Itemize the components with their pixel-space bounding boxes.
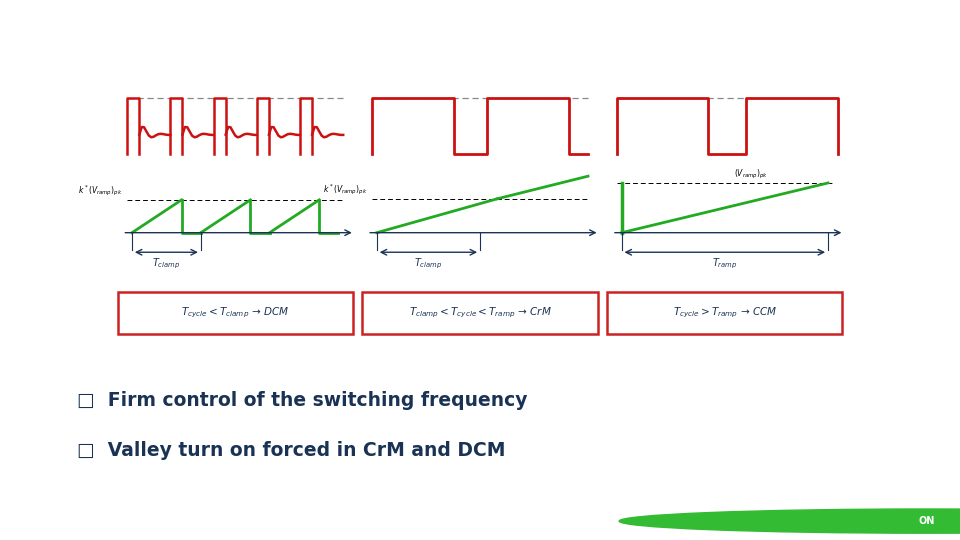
- Text: $T_{clamp}<T_{cycle}<T_{ramp}$ → CrM: $T_{clamp}<T_{cycle}<T_{ramp}$ → CrM: [409, 306, 551, 320]
- FancyBboxPatch shape: [362, 293, 597, 334]
- Text: $T_{ramp}$: $T_{ramp}$: [712, 256, 737, 271]
- Text: $T_{clamp}$: $T_{clamp}$: [153, 256, 180, 271]
- Text: 32: 32: [29, 514, 46, 528]
- Circle shape: [619, 509, 960, 533]
- Text: $(V_{ramp})_{pk}$: $(V_{ramp})_{pk}$: [734, 168, 769, 181]
- Text: ON: ON: [918, 516, 935, 526]
- Text: □  Firm control of the switching frequency: □ Firm control of the switching frequenc…: [77, 390, 527, 409]
- Text: $T_{cycle}<T_{clamp}$ → DCM: $T_{cycle}<T_{clamp}$ → DCM: [181, 306, 289, 320]
- Text: □  Valley turn on forced in CrM and DCM: □ Valley turn on forced in CrM and DCM: [77, 441, 505, 460]
- Text: ON Semiconductor®: ON Semiconductor®: [806, 516, 915, 526]
- Text: $k^*(V_{ramp})_{pk}$: $k^*(V_{ramp})_{pk}$: [78, 183, 123, 198]
- FancyBboxPatch shape: [607, 293, 843, 334]
- FancyBboxPatch shape: [117, 293, 353, 334]
- Text: $T_{clamp}$: $T_{clamp}$: [414, 256, 443, 271]
- Text: Multimode PFC: Three Modes Of Operation: Multimode PFC: Three Modes Of Operation: [162, 21, 798, 47]
- Text: $T_{cycle}>T_{ramp}$ → CCM: $T_{cycle}>T_{ramp}$ → CCM: [673, 306, 777, 320]
- Text: $k^*(V_{ramp})_{pk}$: $k^*(V_{ramp})_{pk}$: [323, 182, 367, 197]
